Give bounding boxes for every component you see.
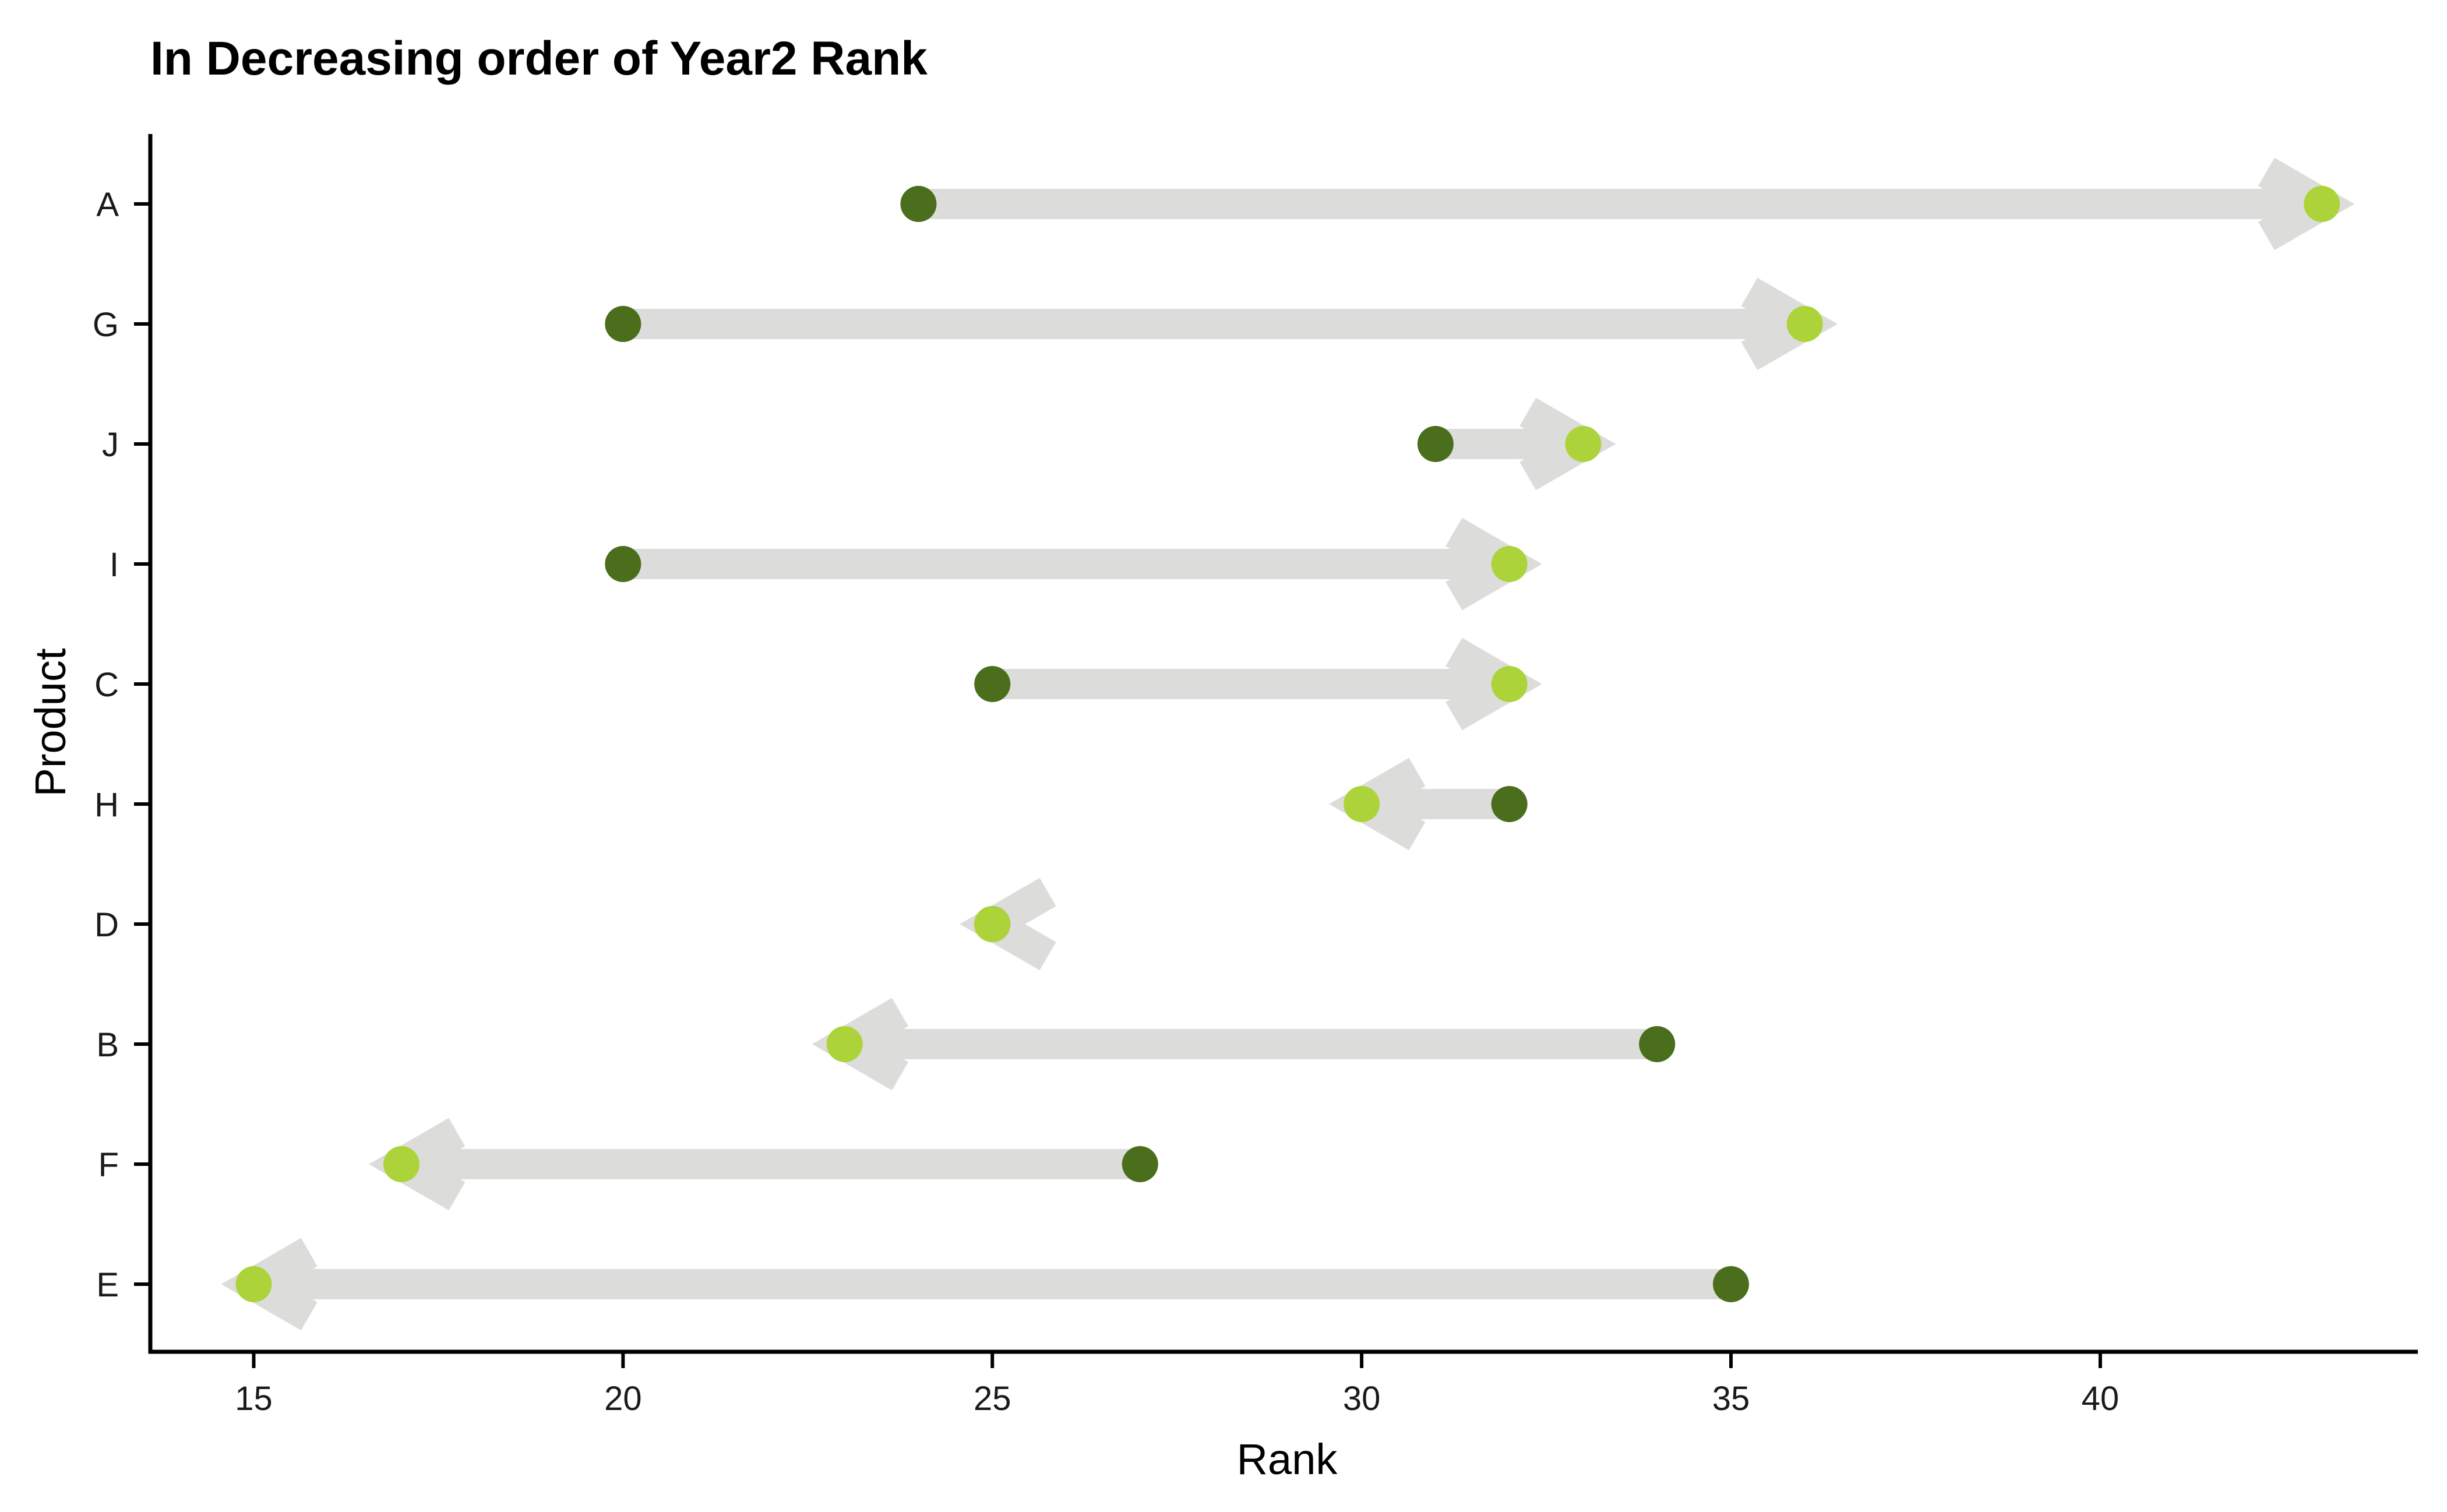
end-point-D	[974, 906, 1011, 942]
end-point-H	[1344, 786, 1380, 822]
y-tick-label-C: C	[94, 666, 119, 704]
end-point-J	[1565, 426, 1602, 462]
y-tick-label-F: F	[98, 1146, 119, 1184]
x-axis-title: Rank	[1237, 1435, 1338, 1483]
end-point-G	[1786, 306, 1823, 342]
end-point-C	[1491, 666, 1528, 702]
chart-title: In Decreasing order of Year2 Rank	[150, 32, 928, 85]
start-point-A	[900, 186, 937, 222]
end-point-F	[383, 1146, 420, 1182]
y-tick-label-B: B	[96, 1026, 119, 1064]
y-axis-title: Product	[26, 648, 75, 796]
y-tick-label-I: I	[110, 546, 119, 584]
end-point-E	[235, 1266, 272, 1302]
x-tick-label-35: 35	[1712, 1380, 1750, 1418]
y-tick-label-A: A	[96, 186, 119, 224]
start-point-J	[1417, 426, 1454, 462]
axes: A G J I C H D B F E 15 20 25 30 35 40	[93, 134, 2418, 1418]
y-tick-label-D: D	[94, 906, 119, 944]
start-point-I	[605, 546, 641, 582]
y-tick-label-H: H	[94, 786, 119, 824]
start-point-F	[1122, 1146, 1158, 1182]
end-point-A	[2304, 186, 2340, 222]
x-tick-label-20: 20	[604, 1380, 642, 1418]
x-tick-label-15: 15	[235, 1380, 273, 1418]
y-tick-label-J: J	[102, 426, 119, 464]
start-point-E	[1712, 1266, 1749, 1302]
x-tick-label-25: 25	[974, 1380, 1011, 1418]
x-tick-label-40: 40	[2082, 1380, 2120, 1418]
start-point-G	[605, 306, 641, 342]
y-tick-label-G: G	[93, 306, 119, 344]
x-tick-label-30: 30	[1343, 1380, 1381, 1418]
end-point-I	[1491, 546, 1528, 582]
end-point-B	[826, 1026, 863, 1062]
start-point-C	[974, 666, 1011, 702]
y-tick-label-E: E	[96, 1266, 119, 1304]
start-point-H	[1491, 786, 1528, 822]
plot-area	[221, 157, 2355, 1331]
start-point-B	[1639, 1026, 1676, 1062]
